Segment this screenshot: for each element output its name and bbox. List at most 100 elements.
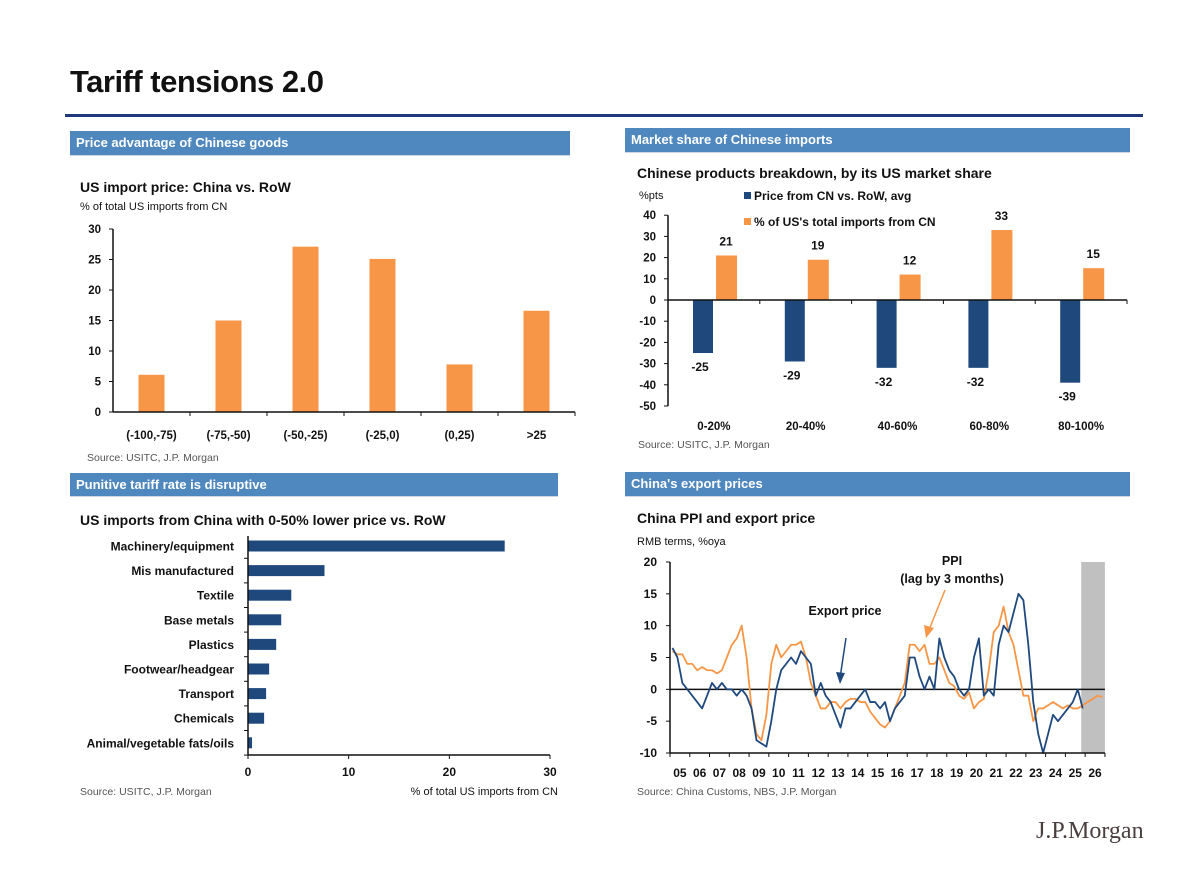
chart2-x-tick-label: 60-80% xyxy=(969,421,1009,433)
chart3-bar xyxy=(248,663,270,675)
chart4-x-tick-label: 14 xyxy=(851,766,865,780)
chart2-y-tick-label: 40 xyxy=(643,210,656,222)
chart2-y-tick-label: 0 xyxy=(650,295,656,307)
chart1-y-tick-label: 0 xyxy=(95,407,101,419)
chart4-x-tick-label: 23 xyxy=(1029,766,1043,780)
annotation-ppi-lag: (lag by 3 months) xyxy=(900,572,1003,586)
chart3-category-label: Transport xyxy=(179,687,234,701)
page-title: Tariff tensions 2.0 xyxy=(70,64,324,99)
chart1-source: Source: USITC, J.P. Morgan xyxy=(87,452,219,464)
chart4-x-tick-label: 12 xyxy=(812,766,826,780)
chart3-bar xyxy=(248,614,282,626)
chart4-x-tick-label: 10 xyxy=(772,766,786,780)
chart2-y-tick-label: 10 xyxy=(643,274,656,286)
chart2-y-tick-label: -10 xyxy=(639,316,656,328)
chart1-y-tick-label: 5 xyxy=(95,377,102,389)
chart2-bar-price xyxy=(968,300,989,368)
chart2-x-tick-label: 40-60% xyxy=(878,421,918,433)
chart2-data-label-price: -25 xyxy=(691,360,709,374)
chart2-ylabel: %pts xyxy=(639,190,664,202)
chart4-x-tick-label: 05 xyxy=(673,766,687,780)
chart3-xlabel: % of total US imports from CN xyxy=(411,786,558,798)
chart3-category-label: Base metals xyxy=(164,613,234,627)
chart2-bar-share xyxy=(716,255,737,300)
chart1-x-tick-label: (-100,-75) xyxy=(126,430,177,442)
chart1-y-tick-label: 30 xyxy=(88,224,101,236)
chart1-bar xyxy=(446,364,473,412)
chart1-x-tick-label: (-25,0) xyxy=(366,430,400,442)
chart1-bar xyxy=(523,310,550,412)
chart4-x-tick-label: 24 xyxy=(1049,766,1063,780)
chart2-bar-price xyxy=(784,300,805,362)
panel-header-price-advantage: Price advantage of Chinese goods xyxy=(70,131,570,155)
chart2-data-label-price: -39 xyxy=(1059,390,1077,404)
chart4-y-tick-label: 15 xyxy=(644,587,658,601)
chart3-category-label: Chemicals xyxy=(174,712,234,726)
annotation-export-price: Export price xyxy=(809,604,882,618)
legend-swatch-price xyxy=(744,192,751,199)
chart4-y-tick-label: 0 xyxy=(650,682,657,696)
chart3-category-label: Plastics xyxy=(189,638,235,652)
chart1-subtitle: % of total US imports from CN xyxy=(80,201,227,213)
chart2-y-tick-label: 20 xyxy=(643,253,656,265)
chart4-y-tick-label: -5 xyxy=(646,714,657,728)
chart4-x-tick-label: 08 xyxy=(733,766,747,780)
chart2-title: Chinese products breakdown, by its US ma… xyxy=(637,165,992,181)
chart4-x-tick-label: 13 xyxy=(831,766,845,780)
forecast-shade xyxy=(1081,562,1105,753)
chart2-bar-share xyxy=(991,230,1013,300)
chart2-x-tick-label: 80-100% xyxy=(1058,421,1104,433)
chart3-category-label: Machinery/equipment xyxy=(111,540,234,554)
export-price-line xyxy=(671,592,1084,754)
legend-swatch-share xyxy=(744,218,751,225)
chart1-bar xyxy=(292,246,319,412)
chart4-x-tick-label: 16 xyxy=(891,766,905,780)
chart1-bar xyxy=(369,258,396,412)
chart2-y-tick-label: -40 xyxy=(639,380,656,392)
chart4-x-tick-label: 17 xyxy=(910,766,924,780)
panel-header-punitive-tariff: Punitive tariff rate is disruptive xyxy=(70,473,558,496)
chart4-x-tick-label: 22 xyxy=(1009,766,1023,780)
chart3-bar xyxy=(248,688,267,700)
chart3-bar xyxy=(248,540,505,552)
chart1-y-tick-label: 25 xyxy=(88,255,101,267)
chart2-x-tick-label: 0-20% xyxy=(697,421,730,433)
chart3-bar xyxy=(248,565,325,577)
chart4-y-tick-label: 20 xyxy=(644,555,658,569)
chart2-data-label-share: 15 xyxy=(1087,247,1101,261)
chart3-x-tick-label: 10 xyxy=(342,765,356,779)
chart2-x-tick-label: 20-40% xyxy=(786,421,826,433)
chart2-bar-share xyxy=(807,259,829,300)
chart2-bar-share xyxy=(899,274,921,300)
panel-header-market-share: Market share of Chinese imports xyxy=(625,128,1130,152)
chart2-y-tick-label: -50 xyxy=(639,401,656,413)
ppi-arrow xyxy=(928,589,946,631)
chart4-y-tick-label: -10 xyxy=(640,746,658,760)
chart4-x-tick-label: 18 xyxy=(930,766,944,780)
legend-label-price: Price from CN vs. RoW, avg xyxy=(754,189,911,203)
chart2-data-label-price: -32 xyxy=(875,375,893,389)
chart2-source: Source: USITC, J.P. Morgan xyxy=(638,439,770,451)
chart3-category-label: Animal/vegetable fats/oils xyxy=(87,736,235,750)
chart2-data-label-price: -32 xyxy=(967,375,985,389)
export-price-arrowhead xyxy=(836,672,845,684)
chart2-bar-share xyxy=(1083,268,1105,300)
chart3-category-label: Textile xyxy=(197,589,234,603)
chart3-bar xyxy=(248,737,253,749)
chart1-x-tick-label: (-75,-50) xyxy=(206,430,250,442)
chart4-title: China PPI and export price xyxy=(637,510,815,526)
chart3-source: Source: USITC, J.P. Morgan xyxy=(80,786,212,798)
chart4-x-tick-label: 25 xyxy=(1069,766,1083,780)
panel-header-export-prices: China's export prices xyxy=(625,472,1130,496)
chart3-bar xyxy=(248,638,277,650)
chart1-y-tick-label: 10 xyxy=(88,346,101,358)
chart3-x-tick-label: 20 xyxy=(443,765,457,779)
chart3-category-label: Mis manufactured xyxy=(131,564,234,578)
chart4-x-tick-label: 06 xyxy=(693,766,707,780)
chart1-y-tick-label: 20 xyxy=(88,285,101,297)
chart4-x-tick-label: 19 xyxy=(950,766,964,780)
chart2-bar-price xyxy=(1060,300,1081,383)
chart4-x-tick-label: 26 xyxy=(1088,766,1102,780)
chart4-x-tick-label: 15 xyxy=(871,766,885,780)
